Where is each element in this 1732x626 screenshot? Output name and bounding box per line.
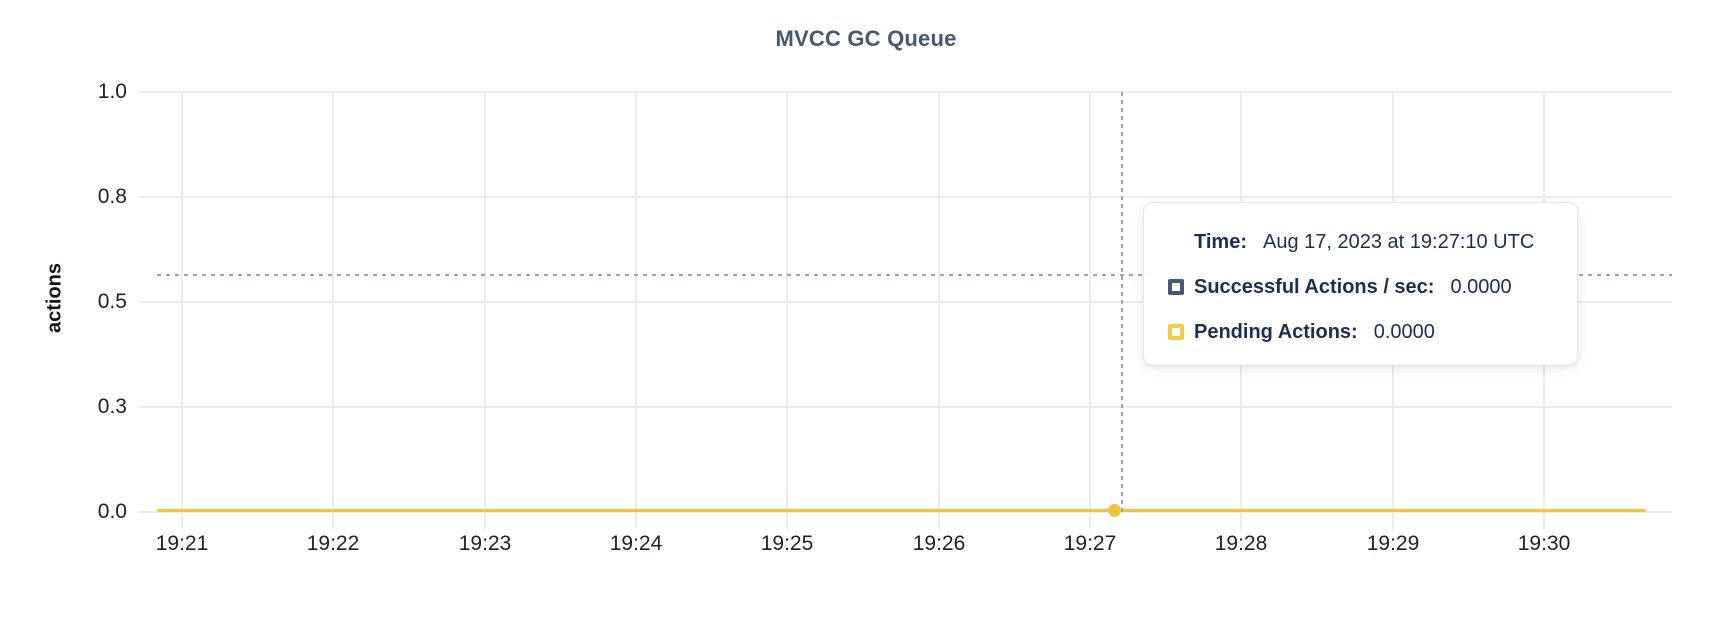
gridline-v [938,92,940,529]
tooltip-series-value: 0.0000 [1450,275,1512,298]
tooltip-series-label: Pending Actions: [1194,320,1358,343]
tooltip: Time: Aug 17, 2023 at 19:27:10 UTC Succe… [1143,202,1578,366]
series-line-pending-actions [157,509,1646,512]
gridline-h [139,406,1672,408]
x-tick-label: 19:21 [155,532,209,555]
crosshair-vertical-line [1121,92,1123,512]
successful-actions-legend-icon [1168,279,1184,295]
pending-actions-legend-icon [1168,324,1184,340]
tooltip-series-value: 0.0000 [1373,320,1435,343]
gridline-v [332,92,334,529]
tooltip-time-label: Time: [1194,230,1247,253]
x-tick-label: 19:24 [609,532,663,555]
tooltip-time-row: Time: Aug 17, 2023 at 19:27:10 UTC [1194,229,1557,255]
crosshair-horizontal-line [157,274,1672,276]
gridline-h [139,511,1672,513]
gridline-v [1089,92,1091,529]
gridline-v [635,92,637,529]
x-tick-label: 19:30 [1517,532,1571,555]
x-tick-label: 19:28 [1214,532,1268,555]
gridline-v [786,92,788,529]
x-tick-label: 19:26 [912,532,966,555]
y-tick-label: 0.0 [97,500,127,523]
x-tick-label: 19:25 [760,532,814,555]
x-tick-label: 19:22 [306,532,360,555]
y-tick-label: 0.3 [97,395,127,418]
gridline-h [139,91,1672,93]
x-tick-label: 19:29 [1366,532,1420,555]
y-tick-label: 1.0 [97,80,127,103]
x-tick-label: 19:27 [1063,532,1117,555]
gridline-h [139,196,1672,198]
chart-title: MVCC GC Queue [775,26,957,51]
hover-point-dot [1108,504,1121,517]
x-tick-label: 19:23 [458,532,512,555]
gridline-h [139,301,1672,303]
tooltip-series-row: Successful Actions / sec: 0.0000 [1168,274,1557,300]
gridline-v [484,92,486,529]
tooltip-series-row: Pending Actions: 0.0000 [1168,319,1557,345]
tooltip-time-value: Aug 17, 2023 at 19:27:10 UTC [1262,230,1535,253]
y-tick-label: 0.5 [97,290,127,313]
gridline-v [181,92,183,529]
tooltip-series-label: Successful Actions / sec: [1194,275,1435,298]
y-tick-label: 0.8 [97,185,127,208]
